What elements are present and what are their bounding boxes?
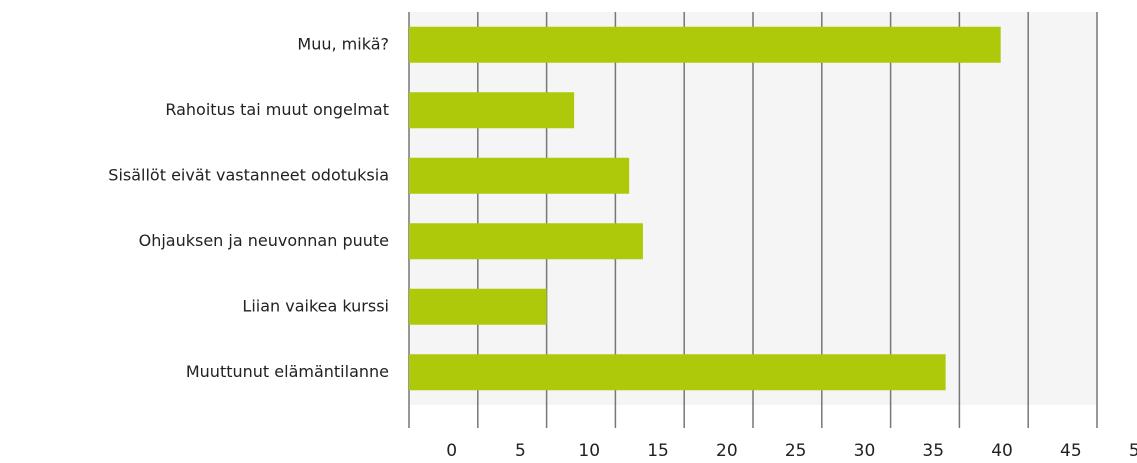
y-tick-label: Ohjauksen ja neuvonnan puute: [139, 231, 389, 250]
y-tick-label: Liian vaikea kurssi: [242, 296, 389, 315]
x-tick-label: 50: [1129, 441, 1137, 461]
x-tick-label: 20: [716, 441, 738, 461]
bar: [409, 92, 575, 129]
x-tick-label: 10: [578, 441, 600, 461]
bar: [409, 354, 946, 391]
x-tick-label: 25: [785, 441, 807, 461]
x-tick-label: 40: [991, 441, 1013, 461]
bar: [409, 157, 630, 194]
bar: [409, 223, 643, 260]
x-tick-label: 35: [922, 441, 944, 461]
y-tick-label: Muuttunut elämäntilanne: [186, 362, 389, 381]
x-tick-label: 15: [647, 441, 669, 461]
y-tick-label: Muu, mikä?: [297, 34, 389, 53]
x-tick-label: 30: [854, 441, 876, 461]
y-tick-label: Rahoitus tai muut ongelmat: [165, 100, 389, 119]
bar: [409, 288, 547, 325]
x-tick-label: 5: [515, 441, 526, 461]
y-tick-label: Sisällöt eivät vastanneet odotuksia: [108, 165, 389, 184]
x-tick-label: 45: [1060, 441, 1082, 461]
bar: [409, 26, 1001, 63]
x-tick-label: 0: [446, 441, 457, 461]
